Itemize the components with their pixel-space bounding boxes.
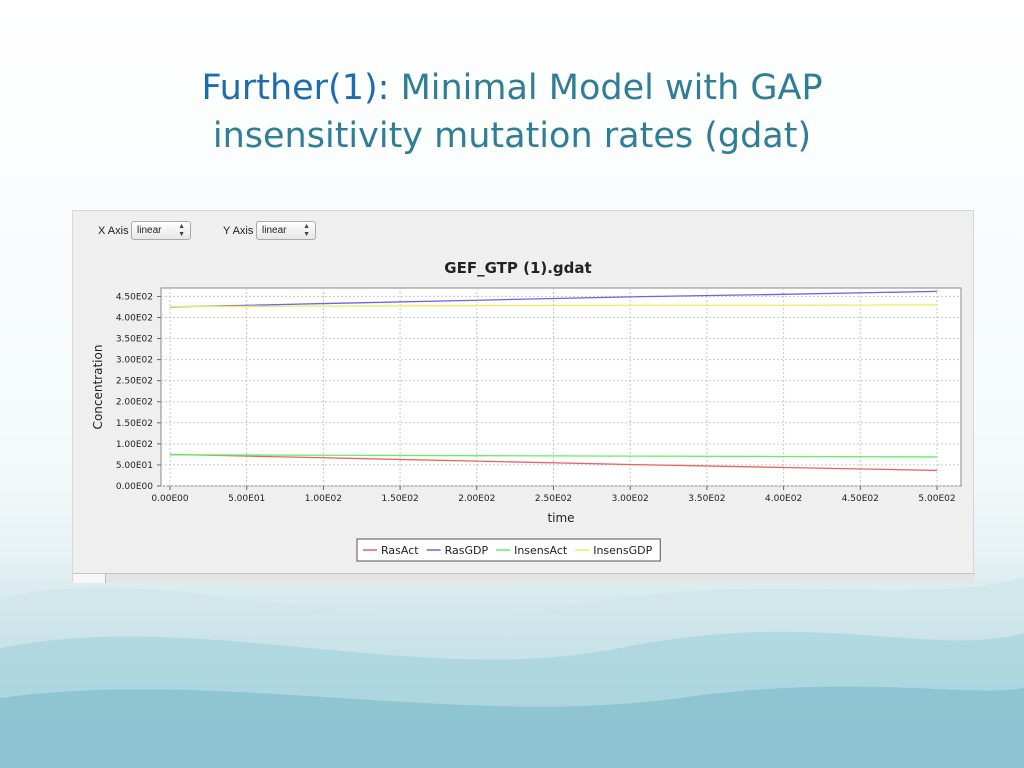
legend-label-insensact: InsensAct bbox=[514, 544, 568, 557]
series-line-insensact bbox=[169, 454, 938, 458]
y-tick-label: 4.50E02 bbox=[116, 292, 153, 302]
x-tick-label: 1.00E02 bbox=[305, 494, 342, 504]
y-axis-label: Y Axis bbox=[223, 225, 254, 237]
y-tick-label: 3.50E02 bbox=[116, 335, 153, 345]
y-axis-title: Concentration bbox=[91, 345, 105, 430]
y-tick-label: 0.00E00 bbox=[116, 482, 153, 492]
slide-title: Further(1): Minimal Model with GAP insen… bbox=[112, 64, 912, 160]
legend-label-rasgdp: RasGDP bbox=[445, 544, 489, 557]
series-line-insensgdp bbox=[169, 304, 938, 308]
series-lines bbox=[169, 290, 938, 472]
grid-lines bbox=[161, 288, 961, 487]
bottom-tab[interactable] bbox=[73, 574, 106, 583]
x-tick-label: 5.00E01 bbox=[228, 494, 265, 504]
y-tick-label: 2.50E02 bbox=[116, 377, 153, 387]
chart-panel: X Axis linear ▲ ▼ Y Axis linear ▲ ▼ GEF_GT… bbox=[72, 210, 975, 583]
x-axis-select-value: linear bbox=[137, 225, 162, 236]
slide-title-rest: Minimal Model with GAP insensitivity mut… bbox=[212, 68, 823, 156]
series-line-rasact bbox=[169, 453, 938, 472]
y-tick-label: 1.00E02 bbox=[116, 440, 153, 450]
y-axis-ticks: 0.00E00 5.00E01 1.00E02 1.50E02 2.00E02 2.50E… bbox=[116, 292, 161, 492]
x-tick-label: 2.00E02 bbox=[458, 494, 495, 504]
y-tick-label: 5.00E01 bbox=[116, 461, 153, 471]
x-axis-label: X Axis bbox=[98, 225, 129, 237]
x-tick-label: 0.00E00 bbox=[151, 494, 188, 504]
bottom-tab-strip bbox=[73, 573, 975, 583]
x-tick-label: 1.50E02 bbox=[382, 494, 419, 504]
line-chart: GEF_GTP (1).gdat 0.00E00 5.00E01 1.00E02 1.… bbox=[91, 259, 962, 562]
chart-title: GEF_GTP (1).gdat bbox=[444, 259, 591, 277]
x-axis-select[interactable]: linear ▲ ▼ bbox=[131, 221, 191, 240]
x-tick-label: 3.00E02 bbox=[612, 494, 649, 504]
slide-title-accent: Further(1): bbox=[201, 68, 390, 108]
series-line-rasgdp bbox=[169, 290, 938, 308]
y-tick-label: 4.00E02 bbox=[116, 313, 153, 323]
y-axis-select-value: linear bbox=[262, 225, 287, 236]
background-wave bbox=[0, 578, 1024, 768]
legend: RasAct RasGDP InsensAct InsensGDP bbox=[356, 538, 661, 562]
x-tick-label: 4.50E02 bbox=[842, 494, 879, 504]
x-tick-label: 2.50E02 bbox=[535, 494, 572, 504]
x-tick-label: 3.50E02 bbox=[688, 494, 725, 504]
legend-label-rasact: RasAct bbox=[381, 544, 419, 557]
x-axis-ticks: 0.00E00 5.00E01 1.00E02 1.50E02 2.00E02 2.50E… bbox=[151, 486, 956, 504]
x-tick-label: 5.00E02 bbox=[918, 494, 955, 504]
y-tick-label: 2.00E02 bbox=[116, 398, 153, 408]
y-tick-label: 3.00E02 bbox=[116, 356, 153, 366]
legend-label-insensgdp: InsensGDP bbox=[593, 544, 652, 557]
y-axis-select[interactable]: linear ▲ ▼ bbox=[256, 221, 316, 240]
x-axis-title: time bbox=[547, 511, 574, 525]
y-tick-label: 1.50E02 bbox=[116, 419, 153, 429]
select-arrows-icon: ▲ ▼ bbox=[303, 223, 310, 238]
plot-area bbox=[160, 287, 962, 487]
x-tick-label: 4.00E02 bbox=[765, 494, 802, 504]
select-arrows-icon: ▲ ▼ bbox=[178, 223, 185, 238]
